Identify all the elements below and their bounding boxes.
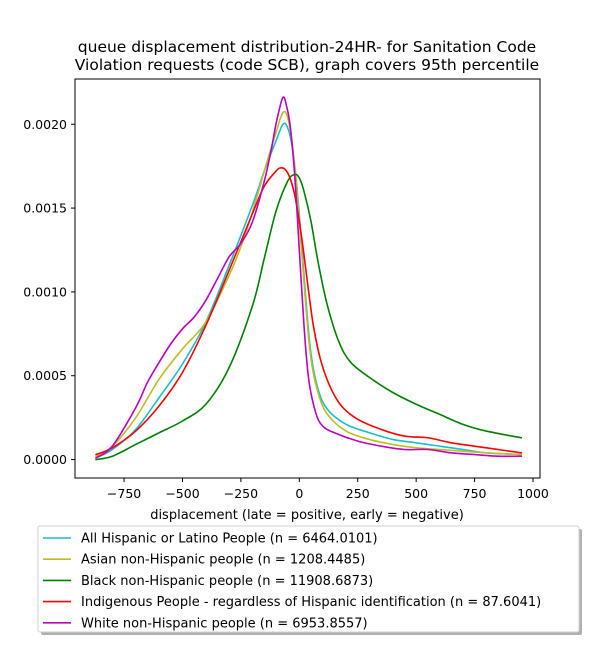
x-tick-label: −250 bbox=[224, 486, 258, 501]
series-layer bbox=[95, 96, 523, 461]
x-tick-label: 0 bbox=[295, 486, 303, 501]
series-line-4 bbox=[95, 166, 523, 456]
y-tick-label: 0.0000 bbox=[23, 452, 67, 467]
chart-title-line-1: queue displacement distribution-24HR- fo… bbox=[78, 38, 536, 56]
legend-items: All Hispanic or Latino People (n = 6464.… bbox=[43, 532, 541, 631]
legend-box bbox=[37, 525, 580, 633]
legend: All Hispanic or Latino People (n = 6464.… bbox=[37, 525, 582, 635]
legend-label: All Hispanic or Latino People (n = 6464.… bbox=[81, 532, 378, 547]
series-line-3 bbox=[95, 173, 523, 461]
chart-title: queue displacement distribution-24HR- fo… bbox=[75, 38, 539, 74]
x-tick-label: 500 bbox=[404, 486, 428, 501]
y-tick-label: 0.0015 bbox=[23, 201, 67, 216]
x-axis-label: displacement (late = positive, early = n… bbox=[150, 508, 464, 523]
y-tick-label: 0.0005 bbox=[23, 368, 67, 383]
plot-area-frame bbox=[74, 78, 541, 479]
chart-title-line-2: Violation requests (code SCB), graph cov… bbox=[75, 56, 539, 74]
y-tick-label: 0.0020 bbox=[23, 117, 67, 132]
y-tick-label: 0.0010 bbox=[23, 284, 67, 299]
x-tick-label: −500 bbox=[165, 486, 199, 501]
x-axis: −750 −500 −250 0 250 500 750 1000 bbox=[107, 478, 549, 501]
series-line-5 bbox=[95, 96, 523, 459]
legend-label: Black non-Hispanic people (n = 11908.687… bbox=[81, 574, 373, 589]
legend-label: Indigenous People - regardless of Hispan… bbox=[81, 595, 541, 610]
x-tick-label: 250 bbox=[346, 486, 370, 501]
x-tick-label: −750 bbox=[107, 486, 141, 501]
legend-label: White non-Hispanic people (n = 6953.8557… bbox=[81, 616, 368, 631]
y-axis: 0.0000 0.0005 0.0010 0.0015 0.0020 bbox=[23, 117, 75, 467]
x-tick-label: 750 bbox=[463, 486, 487, 501]
x-tick-label: 1000 bbox=[517, 486, 549, 501]
legend-label: Asian non-Hispanic people (n = 1208.4485… bbox=[81, 553, 365, 568]
